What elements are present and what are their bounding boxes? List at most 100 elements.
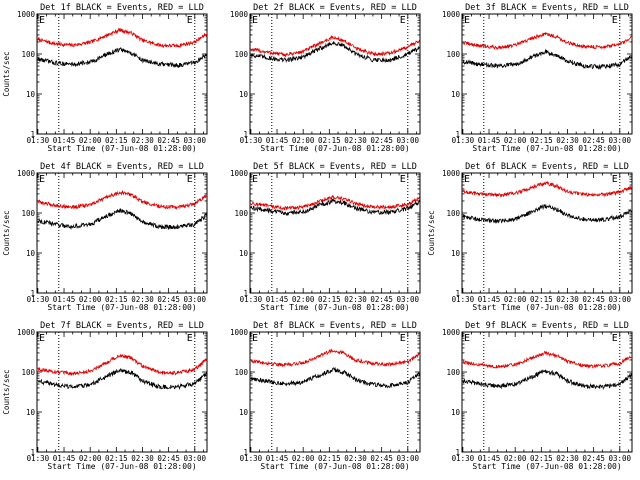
y-tick-label: 10 [239,408,249,417]
y-tick-label: 1000 [17,328,36,337]
y-tick-label: 10 [239,90,249,99]
x-tick-label: 02:15 [318,295,341,304]
x-tick-label: 02:00 [79,454,102,463]
x-tick-label: 02:30 [344,136,367,145]
x-axis-label: Start Time (07-Jun-08 01:28:00) [47,303,196,312]
x-tick-label: 02:15 [318,454,341,463]
marker-label-right: E [400,333,406,344]
x-axis-label: Start Time (07-Jun-08 01:28:00) [260,462,409,471]
y-tick-label: 1000 [442,169,461,178]
marker-label-right: E [400,15,406,26]
series-black-events [462,48,633,70]
x-tick-label: 03:00 [184,136,207,145]
x-tick-label: 02:45 [582,136,605,145]
series-black-events [250,366,421,389]
x-tick-label: 02:00 [292,295,315,304]
marker-label-left: E [39,15,45,26]
marker-label-left: E [39,333,45,344]
series-red-lld [462,181,633,198]
y-tick-label: 1000 [230,169,249,178]
x-tick-label: 01:45 [53,454,76,463]
x-tick-label: 02:30 [556,454,579,463]
x-tick-label: 01:45 [266,136,289,145]
x-tick-label: 03:00 [397,136,420,145]
x-tick-label: 02:45 [582,454,605,463]
chart-title: Det 6f BLACK = Events, RED = LLD [465,162,629,172]
x-tick-label: 02:15 [530,136,553,145]
x-tick-label: 03:00 [397,295,420,304]
plot-frame [461,13,633,135]
y-tick-label: 10 [451,408,461,417]
series-red-lld [250,347,421,368]
y-tick-label: 1 [243,289,248,298]
plot-frame [249,172,421,294]
plot-frame [36,13,208,135]
x-tick-label: 01:30 [240,136,263,145]
plot-frame [461,331,633,453]
y-tick-label: 1000 [442,10,461,19]
x-tick-label: 03:00 [609,136,632,145]
chart-title: Det 8f BLACK = Events, RED = LLD [253,321,417,331]
x-tick-label: 01:45 [478,295,501,304]
marker-label-right: E [612,333,618,344]
series-black-events [462,369,633,390]
y-tick-label: 1000 [230,328,249,337]
series-black-events [37,47,208,69]
x-tick-label: 02:15 [318,136,341,145]
x-tick-label: 02:45 [370,454,393,463]
y-tick-label: 100 [21,50,35,59]
y-tick-label: 1 [30,289,35,298]
x-tick-label: 02:30 [131,136,154,145]
y-tick-label: 1 [243,448,248,457]
x-tick-label: 02:45 [370,295,393,304]
x-tick-label: 02:00 [504,454,527,463]
y-tick-label: 1 [243,130,248,139]
x-tick-label: 01:30 [452,454,475,463]
marker-label-left: E [464,333,470,344]
y-tick-label: 1000 [230,10,249,19]
x-tick-label: 02:45 [157,454,180,463]
chart-title: Det 5f BLACK = Events, RED = LLD [253,162,417,172]
chart-panel-7: Det 7f BLACK = Events, RED = LLD 1 10 100 10… [2,321,208,471]
y-tick-label: 100 [234,368,248,377]
x-tick-label: 01:30 [240,454,263,463]
x-tick-label: 02:15 [530,454,553,463]
x-tick-label: 01:30 [452,136,475,145]
plot-frame [36,172,208,294]
x-tick-label: 02:30 [131,295,154,304]
chart-panel-9: Det 9f BLACK = Events, RED = LLD 1 10 100 10… [442,321,633,471]
x-tick-label: 03:00 [184,454,207,463]
marker-label-left: E [252,333,258,344]
y-tick-label: 100 [21,368,35,377]
x-tick-label: 02:00 [292,136,315,145]
x-tick-label: 02:00 [79,295,102,304]
x-axis-label: Start Time (07-Jun-08 01:28:00) [472,144,621,153]
x-tick-label: 01:45 [478,136,501,145]
y-tick-label: 1 [455,448,460,457]
y-tick-label: 1 [455,130,460,139]
y-axis-label: Counts/sec [427,210,436,255]
plot-frame [461,172,633,294]
y-tick-label: 1 [30,130,35,139]
x-tick-label: 02:30 [344,454,367,463]
series-red-lld [37,27,208,49]
x-tick-label: 01:30 [27,295,50,304]
series-black-events [250,41,421,64]
series-red-lld [462,32,633,51]
y-tick-label: 1 [455,289,460,298]
x-tick-label: 02:15 [530,295,553,304]
x-axis-label: Start Time (07-Jun-08 01:28:00) [472,462,621,471]
y-axis-label: Counts/sec [2,51,11,96]
x-tick-label: 01:30 [240,295,263,304]
x-tick-label: 02:45 [157,136,180,145]
x-tick-label: 03:00 [184,295,207,304]
y-tick-label: 10 [26,249,36,258]
marker-label-right: E [187,15,193,26]
x-tick-label: 03:00 [609,454,632,463]
y-tick-label: 10 [451,90,461,99]
y-tick-label: 100 [234,209,248,218]
y-tick-label: 1000 [442,328,461,337]
x-axis-label: Start Time (07-Jun-08 01:28:00) [47,462,196,471]
marker-label-left: E [252,174,258,185]
